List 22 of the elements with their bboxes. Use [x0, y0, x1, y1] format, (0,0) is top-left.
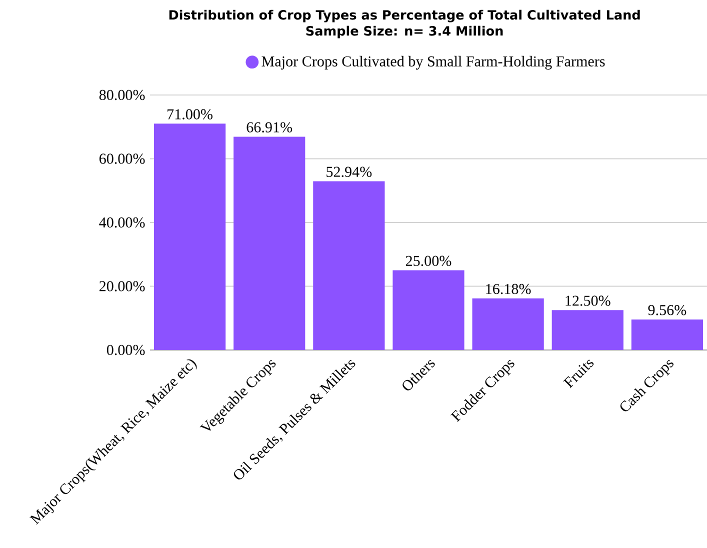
bar [154, 124, 226, 350]
data-label: 52.94% [326, 166, 372, 177]
bar [234, 136, 306, 350]
chart-title: Distribution of Crop Types as Percentage of Total Cultivated Land [169, 10, 640, 22]
data-label: 25.00% [406, 256, 452, 266]
y-tick-label: 80.00% [99, 90, 145, 100]
y-tick-label: 60.00% [99, 154, 145, 164]
y-tick-label: 0.00% [106, 344, 145, 356]
legend-label: Major Crops Cultivated by Small Farm-Holding Farmers [262, 56, 605, 70]
data-label: 9.56% [648, 305, 686, 316]
data-label: 71.00% [168, 109, 212, 120]
y-tick-label: 40.00% [99, 217, 145, 228]
data-label: 66.91% [246, 122, 292, 132]
chart-subtitle: Sample Size: n= 3.4 Million [306, 26, 503, 38]
bar [472, 298, 544, 350]
y-tick-label: 20.00% [100, 281, 145, 292]
data-label: 16.18% [486, 284, 531, 294]
data-label: 12.50% [566, 296, 610, 306]
bar [392, 270, 464, 350]
bar [631, 320, 704, 350]
bar [552, 310, 624, 350]
bar [313, 181, 385, 350]
